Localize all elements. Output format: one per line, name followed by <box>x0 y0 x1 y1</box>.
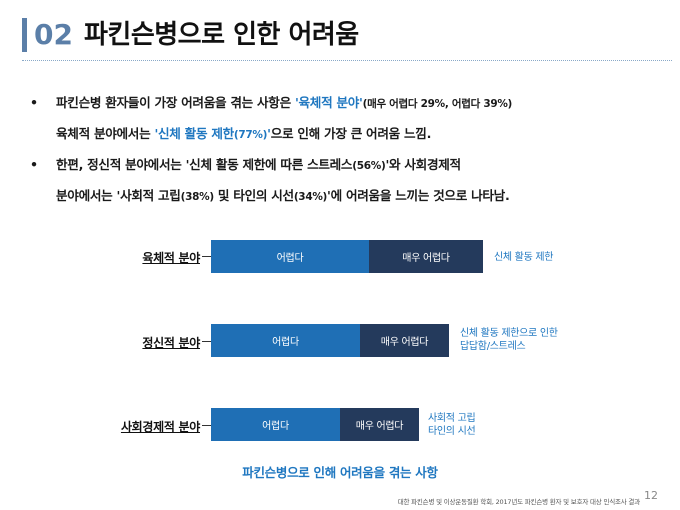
chart-bar-hard: 어렵다 <box>211 408 340 441</box>
section-number: 02 <box>34 18 73 51</box>
summary-bullets: • 파킨슨병 환자들이 가장 어려움을 겪는 사항은 '육체적 분야'(매우 어… <box>30 88 670 212</box>
chart-note-line: 사회적 고립 <box>428 413 476 424</box>
chart-caption: 파킨슨병으로 인해 어려움을 겪는 사항 <box>242 465 438 480</box>
bullet-highlight-percent: (77%) <box>233 129 268 141</box>
chart-bar-very-hard: 매우 어렵다 <box>340 408 419 441</box>
chart-bar-very-hard: 매우 어렵다 <box>369 240 483 273</box>
bullet-dot: • <box>30 95 38 110</box>
chart-row-label: 육체적 분야 <box>142 251 200 265</box>
chart-note-line: 답답함/스트레스 <box>460 341 526 352</box>
chart-row-note: 사회적 고립 타인의 시선 <box>428 412 476 438</box>
bullet-line: 분야에서는 '사회적 고립(38%) 및 타인의 시선(34%)'에 어려움을 … <box>56 181 670 212</box>
bullet-line: 파킨슨병 환자들이 가장 어려움을 겪는 사항은 '육체적 분야'(매우 어렵다… <box>56 88 670 119</box>
chart-row-label: 정신적 분야 <box>142 336 200 350</box>
bullet-text: 육체적 분야에서는 <box>56 126 155 141</box>
bullet-item: • 파킨슨병 환자들이 가장 어려움을 겪는 사항은 '육체적 분야'(매우 어… <box>30 88 670 150</box>
bullet-highlight-text: '신체 활동 제한 <box>154 126 234 141</box>
bullet-text: 및 타인의 시선 <box>213 188 294 203</box>
chart-note-line: 신체 활동 제한 <box>494 252 554 263</box>
bullet-percent: (34%) <box>293 191 328 203</box>
bullet-highlight-close: ' <box>267 126 271 141</box>
chart-note-line: 신체 활동 제한으로 인한 <box>460 328 558 339</box>
bullet-text: 한편, 정신적 분야에서는 '신체 활동 제한에 따른 스트레스 <box>56 157 353 172</box>
bullet-text: 분야에서는 '사회적 고립 <box>56 188 181 203</box>
bullet-percent-note: (매우 어렵다 29%, 어렵다 39%) <box>362 98 513 110</box>
chart-row-label: 사회경제적 분야 <box>120 420 200 434</box>
chart-bar-hard: 어렵다 <box>211 240 369 273</box>
bullet-item: • 한편, 정신적 분야에서는 '신체 활동 제한에 따른 스트레스(56%)'… <box>30 150 670 212</box>
chart-bar-hard: 어렵다 <box>211 324 360 357</box>
bullet-highlight: '신체 활동 제한(77%)' <box>154 126 271 141</box>
bullet-line: 육체적 분야에서는 '신체 활동 제한(77%)'으로 인해 가장 큰 어려움 … <box>56 119 670 150</box>
chart-row-tick <box>202 256 211 257</box>
bullet-text: '와 사회경제적 <box>385 157 461 172</box>
chart-row-note: 신체 활동 제한 <box>494 251 553 264</box>
chart-row-tick <box>202 425 211 426</box>
page-title: 파킨슨병으로 인한 어려움 <box>84 20 359 50</box>
bullet-percent: (56%) <box>352 160 386 172</box>
bullet-text: '에 어려움을 느끼는 것으로 나타남. <box>327 188 510 203</box>
bullet-percent: (38%) <box>180 191 215 203</box>
bullet-text: 파킨슨병 환자들이 가장 어려움을 겪는 사항은 <box>56 95 295 110</box>
chart-row-note: 신체 활동 제한으로 인한 답답함/스트레스 <box>460 327 558 353</box>
bullet-dot: • <box>30 157 38 172</box>
page-number: 12 <box>644 489 658 502</box>
title-accent-bar <box>22 18 27 52</box>
bullet-text: 으로 인해 가장 큰 어려움 느낌. <box>270 126 432 141</box>
title-divider <box>22 60 672 61</box>
chart-note-line: 타인의 시선 <box>428 426 476 437</box>
bullet-line: 한편, 정신적 분야에서는 '신체 활동 제한에 따른 스트레스(56%)'와 … <box>56 150 670 181</box>
chart-bar-very-hard: 매우 어렵다 <box>360 324 449 357</box>
bullet-highlight: '육체적 분야' <box>294 95 363 110</box>
source-citation: 대한 파킨슨병 및 이상운동질환 학회, 2017년도 파킨슨병 환자 및 보호… <box>397 498 641 506</box>
chart-row-tick <box>202 341 211 342</box>
